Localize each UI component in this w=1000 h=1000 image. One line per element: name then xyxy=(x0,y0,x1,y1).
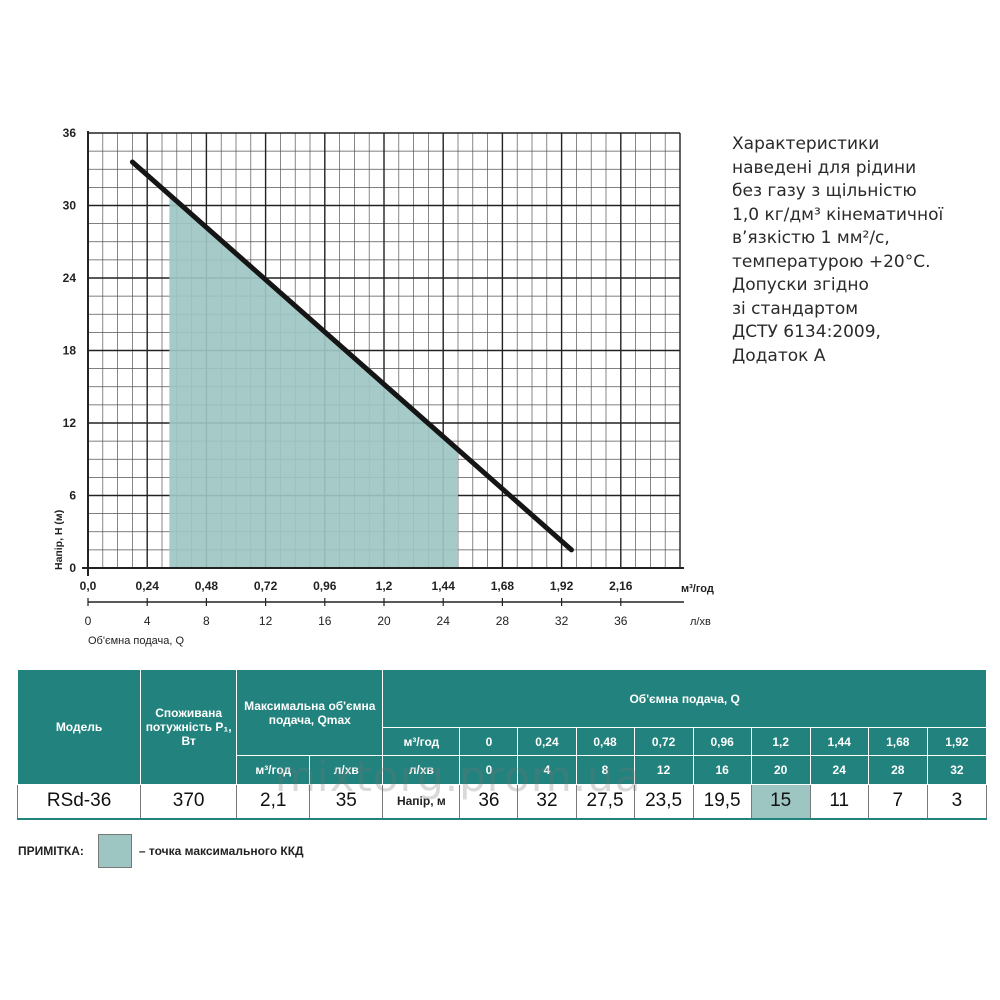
x2-tick-label: 12 xyxy=(259,614,273,628)
power-cell: 370 xyxy=(140,784,238,820)
qmax-m3-cell: 2,1 xyxy=(236,784,311,820)
note-label: ПРИМІТКА: xyxy=(18,844,84,858)
header-flow: Об'ємна подача, Q xyxy=(382,669,987,728)
note-text: – точка максимального ККД xyxy=(138,844,304,858)
header-qmax: Максимальна об'ємна подача, Qmax xyxy=(236,669,384,756)
note-line: Додаток А xyxy=(732,345,826,366)
head-cell: 19,5 xyxy=(692,784,752,820)
efficiency-region-group xyxy=(169,194,458,568)
note-line: без газу з щільністю xyxy=(732,181,917,201)
head-cell: 36 xyxy=(459,784,519,820)
x2-tick-label: 4 xyxy=(144,614,151,628)
x-axis-unit-m3h: м³/год xyxy=(681,583,714,595)
x-tick-label: 0,96 xyxy=(313,579,337,593)
flow-m3-cell: 0,96 xyxy=(692,727,752,756)
x-axis-unit-lmin: л/хв xyxy=(690,616,711,628)
flow-m3-cell: 0,48 xyxy=(575,727,635,756)
chart-axes xyxy=(82,131,684,606)
y-tick-label: 12 xyxy=(63,416,77,430)
row-m3-label: м³/год xyxy=(382,727,461,756)
x-tick-label: 1,44 xyxy=(432,579,456,593)
x-tick-label: 0,0 xyxy=(80,579,97,593)
head-cell-max-efficiency: 15 xyxy=(750,784,811,820)
flow-m3-cell: 0,24 xyxy=(517,727,577,756)
performance-curve xyxy=(129,159,574,553)
performance-table: Модель Споживана потужність P₁, Вт Макси… xyxy=(16,669,988,820)
note-line: температурою +20°С. xyxy=(732,251,931,272)
x2-tick-label: 28 xyxy=(496,614,510,628)
flow-m3-cell: 0 xyxy=(459,727,519,756)
flow-lmin-cell: 4 xyxy=(517,755,577,785)
flow-lmin-cell: 12 xyxy=(633,755,694,785)
head-cell: 11 xyxy=(809,784,869,820)
head-cell: 3 xyxy=(926,784,988,820)
head-cell: 7 xyxy=(867,784,928,820)
x2-tick-label: 0 xyxy=(85,614,92,628)
note-line: зі стандартом xyxy=(732,298,859,319)
flow-m3-cell: 0,72 xyxy=(633,727,694,756)
chart-tick-labels: 0 6 12 18 24 30 36 0,0 0,24 0,48 0,72 0,96 1,2 1,44 1,… xyxy=(63,126,633,628)
y-tick-label: 36 xyxy=(63,126,77,140)
y-tick-label: 6 xyxy=(69,489,76,503)
flow-lmin-cell: 28 xyxy=(867,755,928,785)
note-line: в’язкістю 1 мм²/с, xyxy=(732,228,890,248)
x2-tick-label: 8 xyxy=(203,614,210,628)
head-label: Напір, м xyxy=(382,784,461,820)
note-line: наведені для рідини xyxy=(732,157,917,178)
max-efficiency-region xyxy=(169,194,458,568)
performance-chart: 0 6 12 18 24 30 36 0,0 0,24 0,48 0,72 0,96 1,2 1,44 1,… xyxy=(53,126,714,647)
x-tick-label: 0,24 xyxy=(136,579,160,593)
flow-lmin-cell: 16 xyxy=(692,755,752,785)
note-line: 1,0 кг/дм³ кінематичної xyxy=(732,204,944,225)
x-tick-label: 1,92 xyxy=(550,579,574,593)
max-efficiency-swatch xyxy=(97,834,132,868)
row-lmin-label: л/хв xyxy=(382,755,461,785)
flow-m3-cell: 1,68 xyxy=(867,727,928,756)
head-cell: 23,5 xyxy=(633,784,694,820)
legend-note: ПРИМІТКА: – точка максимального ККД xyxy=(18,834,304,868)
head-cell: 32 xyxy=(517,784,577,820)
x-tick-label: 0,72 xyxy=(254,579,278,593)
x-tick-label: 0,48 xyxy=(195,579,219,593)
y-tick-label: 24 xyxy=(63,271,77,285)
flow-lmin-cell: 32 xyxy=(926,755,988,785)
x-tick-label: 1,2 xyxy=(376,579,393,593)
model-cell: RSd-36 xyxy=(16,784,142,820)
flow-lmin-cell: 0 xyxy=(459,755,519,785)
note-line: Характеристики xyxy=(732,134,880,154)
y-axis-label: Напір, H (м) xyxy=(53,510,65,570)
flow-m3-cell: 1,44 xyxy=(809,727,869,756)
header-power: Споживана потужність P₁, Вт xyxy=(140,669,238,785)
x-axis-label: Об'ємна подача, Q xyxy=(88,635,184,647)
header-model: Модель xyxy=(16,669,142,785)
flow-lmin-cell: 24 xyxy=(809,755,869,785)
flow-lmin-cell: 8 xyxy=(575,755,635,785)
x2-tick-label: 20 xyxy=(377,614,391,628)
x2-tick-label: 24 xyxy=(437,614,451,628)
note-line: Допуски згідно xyxy=(732,275,869,295)
x-tick-label: 2,16 xyxy=(609,579,633,593)
header-qmax-lmin: л/хв xyxy=(309,755,384,785)
qmax-lmin-cell: 35 xyxy=(309,784,384,820)
y-tick-label: 30 xyxy=(63,199,77,213)
performance-curve-group xyxy=(129,159,574,553)
x2-tick-label: 16 xyxy=(318,614,332,628)
header-qmax-m3: м³/год xyxy=(236,755,311,785)
x-tick-label: 1,68 xyxy=(491,579,515,593)
x2-tick-label: 36 xyxy=(614,614,628,628)
flow-m3-cell: 1,92 xyxy=(926,727,988,756)
flow-lmin-cell: 20 xyxy=(750,755,811,785)
head-cell: 27,5 xyxy=(575,784,635,820)
note-line: ДСТУ 6134:2009, xyxy=(732,322,881,342)
flow-m3-cell: 1,2 xyxy=(750,727,811,756)
y-tick-label: 0 xyxy=(69,561,76,575)
y-tick-label: 18 xyxy=(63,344,77,358)
conditions-note: Характеристики наведені для рідини без г… xyxy=(732,133,992,368)
x2-tick-label: 32 xyxy=(555,614,569,628)
